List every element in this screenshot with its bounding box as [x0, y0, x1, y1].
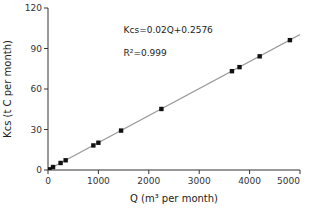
y-tick-label: 30 — [31, 125, 43, 135]
data-point — [257, 54, 261, 58]
y-tick — [44, 89, 48, 90]
data-point — [119, 128, 123, 132]
x-axis — [48, 170, 300, 171]
x-tick-label: 4000 — [238, 176, 261, 186]
x-tick-label: 0 — [45, 176, 51, 186]
y-axis-label: Kcs (t C per month) — [2, 40, 13, 138]
y-tick — [44, 170, 48, 171]
x-tick — [199, 170, 200, 174]
data-point — [237, 65, 241, 69]
y-tick-label: 90 — [31, 44, 43, 54]
data-point — [63, 158, 67, 162]
x-tick — [249, 170, 250, 174]
x-tick-label: 3000 — [188, 176, 211, 186]
x-tick — [98, 170, 99, 174]
data-point — [159, 107, 163, 111]
y-tick — [44, 48, 48, 49]
y-tick — [44, 8, 48, 9]
plot-area — [48, 35, 300, 170]
y-tick-label: 60 — [31, 84, 43, 94]
x-tick-label: 1000 — [87, 176, 110, 186]
x-tick — [300, 170, 301, 174]
data-point — [230, 69, 234, 73]
x-axis-label: Q (m³ per month) — [130, 193, 218, 204]
data-point — [51, 165, 55, 169]
data-point — [91, 143, 95, 147]
annotation: R²=0.999 — [124, 48, 167, 58]
data-point — [58, 161, 62, 165]
fit-line — [48, 35, 300, 170]
y-tick-label: 0 — [36, 165, 42, 175]
x-tick-label: 2000 — [137, 176, 160, 186]
annotation: Kcs=0.02Q+0.2576 — [124, 25, 214, 35]
data-point — [288, 38, 292, 42]
y-tick-label: 120 — [25, 3, 42, 13]
x-tick-label: 5000 — [277, 176, 300, 186]
chart: 0 1000 2000 3000 4000 5000 0 30 60 90 120 Q (m³ per… — [0, 0, 312, 208]
data-point — [96, 141, 100, 145]
y-tick — [44, 129, 48, 130]
x-tick — [48, 170, 49, 174]
x-tick — [148, 170, 149, 174]
